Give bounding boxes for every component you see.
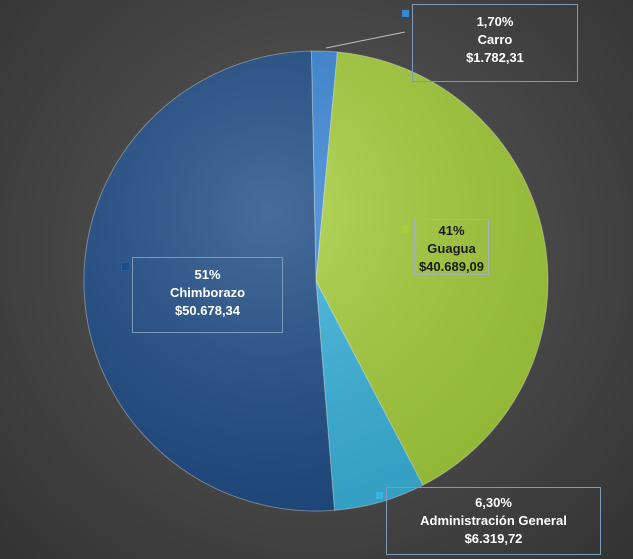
data-label-guagua-percent: 41% [438,223,465,238]
legend-key-chimborazo [121,262,130,271]
legend-key-guagua [401,226,408,233]
data-label-chimborazo-value: $50.678,34 [174,303,241,318]
leader-line-carro [325,31,406,49]
data-label-administracion-general-percent: 6,30% [475,495,512,510]
legend-key-carro [402,10,409,17]
data-label-guagua-name: Guagua [427,241,476,256]
data-label-guagua: 41% Guagua $40.689,09 [414,219,489,275]
data-label-carro-value: $1.782,31 [466,50,524,65]
data-label-carro-name: Carro [477,32,513,47]
data-label-chimborazo-percent: 51% [194,267,221,282]
data-label-chimborazo-name: Chimborazo [169,285,246,300]
data-label-carro-percent: 1,70% [476,14,514,29]
data-label-guagua-value: $40.689,09 [418,259,485,274]
data-label-administracion-general-value: $6.319,72 [464,531,523,546]
data-label-administracion-general-name: Administración General [420,513,567,528]
data-label-carro: 1,70% Carro $1.782,31 [412,4,578,82]
data-label-administracion-general: 6,30% Administración General $6.319,72 [386,487,601,555]
data-label-chimborazo: 51% Chimborazo $50.678,34 [132,257,283,333]
legend-key-administracion-general [376,492,383,499]
